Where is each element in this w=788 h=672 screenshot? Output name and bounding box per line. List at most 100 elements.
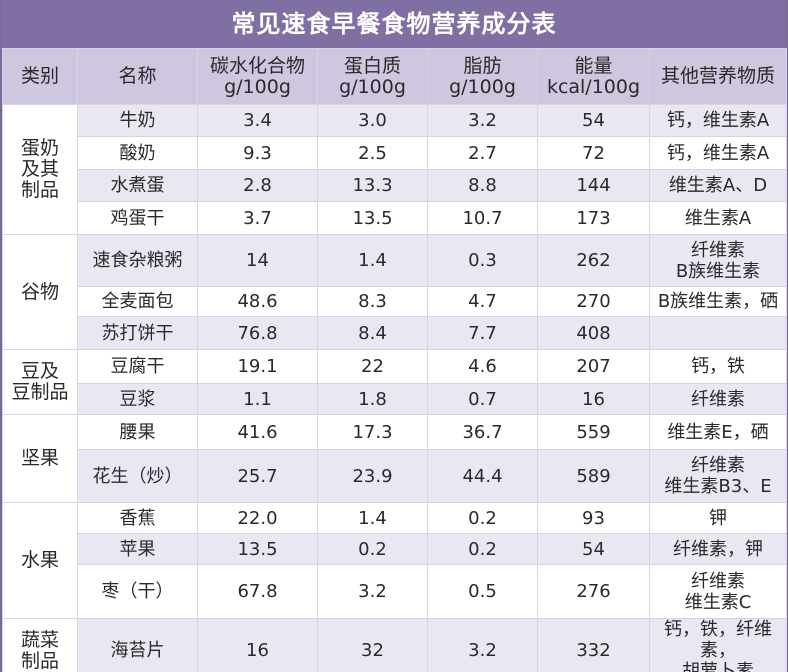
other-nutrients: 纤维素 维生素C [649, 564, 787, 619]
food-name: 酸奶 [77, 136, 198, 170]
energy-value: 332 [537, 618, 650, 672]
other-nutrient-line: 维生素C [684, 591, 752, 613]
protein-value: 13.3 [317, 169, 428, 202]
protein-value: 13.5 [317, 201, 428, 235]
carb-value: 3.7 [197, 201, 318, 235]
other-nutrient-line: 纤维素 [691, 455, 745, 476]
category-label: 及其 [20, 158, 59, 180]
category-cell: 豆及 豆制品 [2, 349, 78, 415]
other-nutrients: 钾 [649, 502, 787, 534]
other-nutrients: 维生素A、D [649, 169, 787, 202]
category-cell: 蔬菜 制品 [2, 618, 78, 672]
carb-value: 41.6 [197, 414, 318, 450]
energy-value: 93 [537, 502, 650, 534]
other-nutrient-line: 纤维素，钾 [673, 538, 763, 560]
category-label: 制品 [20, 649, 59, 672]
carb-value: 19.1 [197, 349, 318, 384]
food-name: 腰果 [77, 414, 198, 450]
energy-value: 144 [537, 169, 650, 202]
table-row: 蛋奶 及其 制品 牛奶 3.4 3.0 3.2 54 钙，维生素A [2, 104, 787, 235]
energy-value: 270 [537, 286, 650, 317]
other-nutrients: 钙，铁 [649, 349, 787, 384]
other-nutrient-line: 钾 [709, 507, 727, 529]
header-row: 类别 名称 碳水化合物 g/100g 蛋白质 g/100g 脂肪 g/100g 能量 k… [2, 48, 787, 105]
header-protein: 蛋白质 g/100g [317, 48, 428, 105]
other-nutrients: 维生素A [649, 201, 787, 235]
category-label: 豆及 [20, 360, 59, 382]
fat-value: 4.6 [427, 349, 538, 384]
table-row: 豆及 豆制品 豆腐干 19.1 22 4.6 207 钙，铁 [2, 349, 787, 415]
category-cell: 水果 [2, 502, 78, 619]
food-name: 全麦面包 [77, 286, 198, 317]
protein-value: 0.2 [317, 533, 428, 565]
food-name: 苹果 [77, 533, 198, 565]
header-carb: 碳水化合物 g/100g [197, 48, 318, 105]
food-name: 花生（炒） [77, 449, 198, 503]
header-name: 名称 [77, 48, 198, 105]
table-row: 谷物 速食杂粮粥 14 1.4 0.3 262 纤维素 B族维生素 [2, 234, 787, 350]
category-label: 蛋奶 [20, 137, 59, 159]
category-cell: 坚果 [2, 414, 78, 503]
carb-value: 2.8 [197, 169, 318, 202]
other-nutrients: 钙，维生素A [649, 136, 787, 170]
table-row: 坚果 腰果 41.6 17.3 36.7 559 维生素E，硒 [2, 414, 787, 503]
protein-value: 1.4 [317, 502, 428, 534]
category-label: 谷物 [20, 280, 59, 303]
food-name: 速食杂粮粥 [77, 234, 198, 287]
table-row: 蔬菜 制品 海苔片 16 32 3.2 332 钙，铁，纤维素， 胡萝卜素 [2, 618, 787, 672]
protein-value: 1.8 [317, 383, 428, 415]
header-energy: 能量 kcal/100g [537, 48, 650, 105]
fat-value: 4.7 [427, 286, 538, 317]
other-nutrient-line: 维生素B3、E [664, 476, 772, 497]
fat-value: 3.2 [427, 618, 538, 672]
energy-value: 16 [537, 383, 650, 415]
category-label: 蔬菜 [20, 628, 59, 651]
food-name: 苏打饼干 [77, 316, 198, 350]
carb-value: 9.3 [197, 136, 318, 170]
fat-value: 2.7 [427, 136, 538, 170]
fat-value: 8.8 [427, 169, 538, 202]
energy-value: 207 [537, 349, 650, 384]
protein-value: 8.4 [317, 316, 428, 350]
protein-value: 22 [317, 349, 428, 384]
energy-value: 559 [537, 414, 650, 450]
other-nutrient-line: 钙，铁，纤维素， [664, 619, 772, 662]
carb-value: 76.8 [197, 316, 318, 350]
carb-value: 16 [197, 618, 318, 672]
other-nutrient-line: 维生素E，硒 [667, 421, 769, 443]
other-nutrients: 纤维素 [649, 383, 787, 415]
header-fat: 脂肪 g/100g [427, 48, 538, 105]
fat-value: 7.7 [427, 316, 538, 350]
other-nutrient-line: B族维生素，硒 [657, 291, 779, 312]
carb-value: 48.6 [197, 286, 318, 317]
category-cell: 谷物 [2, 234, 78, 350]
other-nutrient-line: 纤维素 [691, 570, 745, 592]
table-row: 苏打饼干 76.8 8.4 7.7 408 [3, 316, 787, 350]
other-nutrient-line: B族维生素 [675, 260, 761, 282]
other-nutrient-line: 钙，铁 [691, 356, 745, 377]
protein-value: 17.3 [317, 414, 428, 450]
protein-value: 32 [317, 618, 428, 672]
other-nutrient-line: 纤维素 [691, 388, 745, 410]
other-nutrient-line: 钙，维生素A [666, 110, 770, 131]
carb-value: 67.8 [197, 564, 318, 619]
other-nutrient-line: 纤维素 [691, 239, 745, 261]
table-row: 豆浆 1.1 1.8 0.7 16 纤维素 [3, 383, 787, 415]
category-label: 制品 [20, 179, 59, 201]
fat-value: 0.2 [427, 533, 538, 565]
nutrition-table: 类别 名称 碳水化合物 g/100g 蛋白质 g/100g 脂肪 g/100g 能量 k… [2, 48, 787, 672]
carb-value: 25.7 [197, 449, 318, 503]
other-nutrients: 纤维素 B族维生素 [649, 234, 787, 287]
other-nutrients: 维生素E，硒 [649, 414, 787, 450]
energy-value: 589 [537, 449, 650, 503]
other-nutrients [649, 316, 787, 350]
table-row: 水果 香蕉 22.0 1.4 0.2 93 钾 [2, 502, 787, 619]
energy-value: 262 [537, 234, 650, 287]
category-cell: 蛋奶 及其 制品 [2, 104, 78, 235]
carb-value: 22.0 [197, 502, 318, 534]
energy-value: 173 [537, 201, 650, 235]
protein-value: 1.4 [317, 234, 428, 287]
category-label: 水果 [20, 549, 59, 571]
table-row: 花生（炒） 25.7 23.9 44.4 589 纤维素 维生素B3、E [3, 449, 787, 503]
